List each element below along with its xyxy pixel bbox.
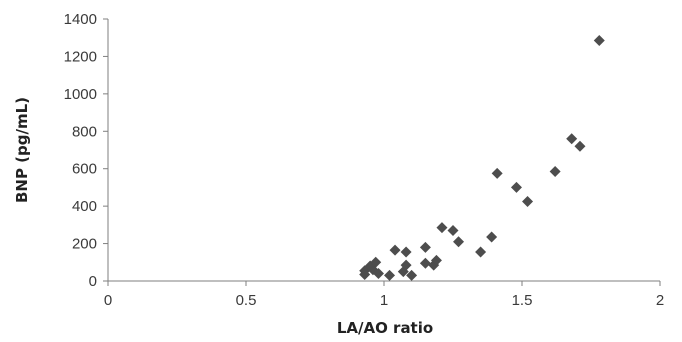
data-point: [522, 195, 534, 207]
y-tick-label: 1400: [64, 11, 97, 28]
data-point: [475, 246, 487, 258]
data-point: [406, 269, 418, 281]
y-tick-label: 600: [72, 161, 97, 178]
data-point: [510, 181, 522, 193]
data-point: [359, 268, 371, 280]
x-axis-title: LA/AO ratio: [337, 319, 433, 337]
data-point: [549, 166, 561, 178]
data-point: [436, 222, 448, 234]
x-tick-labels: 0 0.5 1 1.5 2: [104, 292, 664, 309]
x-tick-label: 2: [656, 292, 664, 309]
data-point: [419, 241, 431, 253]
x-tick-label: 1.5: [512, 292, 533, 309]
y-tick-label: 1000: [64, 86, 97, 103]
data-point: [372, 268, 384, 280]
y-axis-title: BNP (pg/mL): [13, 97, 31, 203]
data-point: [447, 224, 459, 236]
y-tick-label: 800: [72, 123, 97, 140]
data-point: [370, 256, 382, 268]
data-point: [384, 269, 396, 281]
y-tick-label: 0: [89, 273, 97, 290]
y-tick-label: 400: [72, 198, 97, 215]
x-tick-label: 0.5: [236, 292, 257, 309]
axes: [103, 18, 661, 286]
data-points: [359, 35, 605, 281]
data-point: [453, 236, 465, 248]
x-tick-label: 0: [104, 292, 112, 309]
data-point: [486, 231, 498, 243]
y-tick-label: 1200: [64, 48, 97, 65]
data-point: [566, 133, 578, 145]
data-point: [389, 244, 401, 256]
data-point: [419, 257, 431, 269]
x-tick-label: 1: [380, 292, 388, 309]
data-point: [491, 167, 503, 179]
y-tick-label: 200: [72, 236, 97, 253]
data-point: [400, 246, 412, 258]
data-point: [574, 140, 586, 152]
data-point: [593, 35, 605, 47]
y-tick-labels: 0 200 400 600 800 1000 1200 1400: [64, 11, 97, 290]
data-point: [430, 254, 442, 266]
data-point: [400, 259, 412, 271]
